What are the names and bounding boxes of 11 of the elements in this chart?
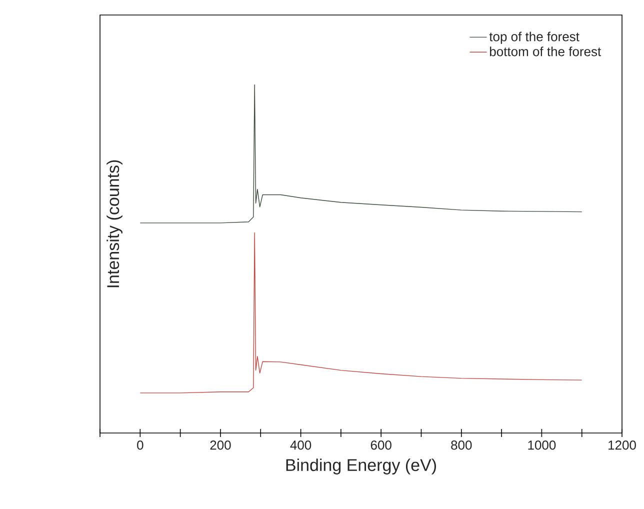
legend-label: top of the forest (489, 32, 580, 44)
x-tick-label: 800 (451, 440, 472, 450)
x-tick-label: 600 (370, 440, 392, 450)
x-tick-label: 1200 (608, 440, 636, 450)
x-axis-title: Binding Energy (eV) (286, 458, 436, 474)
y-axis-title: Intensity (counts) (106, 160, 122, 288)
legend-label: bottom of the forest (490, 46, 602, 56)
x-tick-label: 200 (210, 440, 231, 450)
x-tick-label: 400 (290, 440, 312, 450)
x-tick-label: 1000 (528, 440, 556, 450)
x-tick-label: 0 (137, 440, 144, 450)
